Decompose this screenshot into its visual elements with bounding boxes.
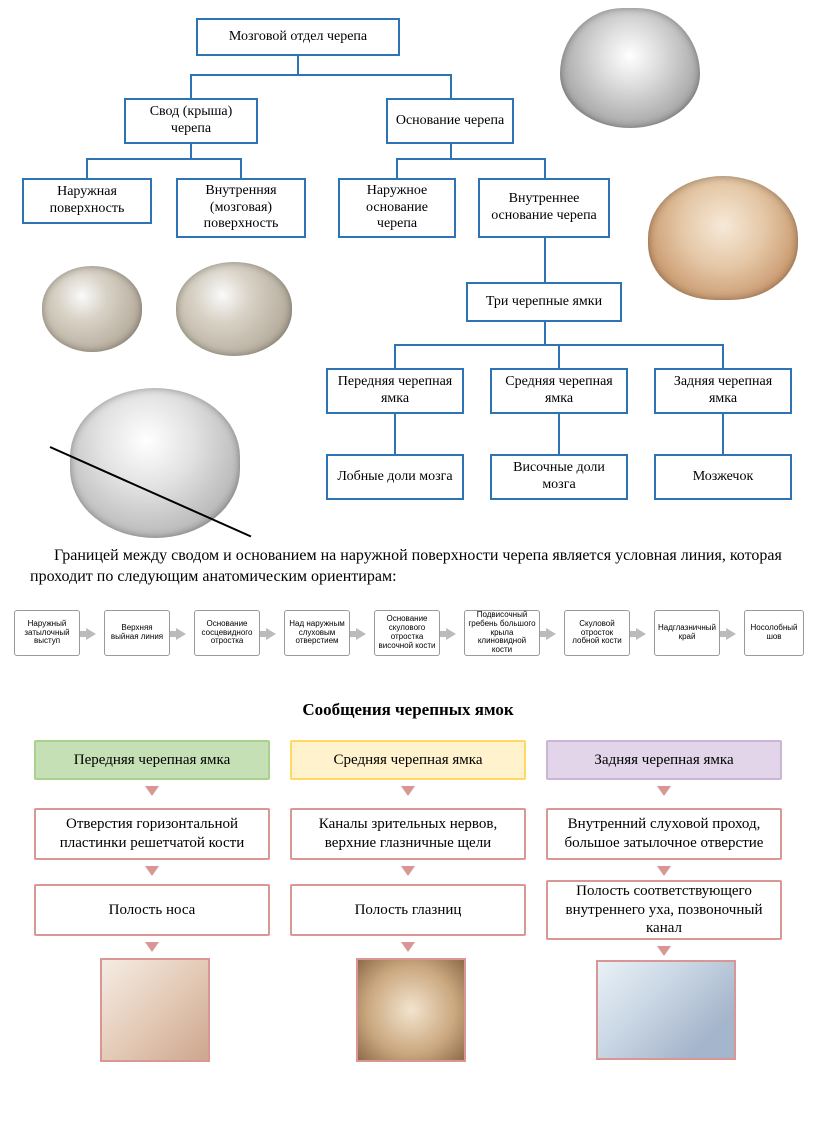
tree-node-l4a: Передняя черепная ямка (326, 368, 464, 414)
tree-node-root: Мозговой отдел черепа (196, 18, 400, 56)
arrow-icon (266, 628, 276, 640)
landmark-box: Наружный затылочный выступ (14, 610, 80, 656)
landmark-box: Носолобный шов (744, 610, 804, 656)
connector (190, 74, 452, 76)
landmark-box: Над наружным слуховым отверстием (284, 610, 350, 656)
arrow-icon (546, 628, 556, 640)
tree-node-l5c: Мозжечок (654, 454, 792, 500)
connector (544, 322, 546, 344)
connector (394, 414, 396, 454)
arrow-icon (176, 628, 186, 640)
skull-image (560, 8, 700, 128)
col1-row2: Полость носа (34, 884, 270, 936)
connector (544, 238, 546, 282)
col2-row1: Каналы зрительных нервов, верхние глазни… (290, 808, 526, 860)
connector (450, 74, 452, 98)
tree-node-l1a: Свод (крыша) черепа (124, 98, 258, 144)
connector (394, 344, 396, 368)
tree-node-l2d: Внутреннее основание черепа (478, 178, 610, 238)
connector (86, 158, 88, 178)
boundary-paragraph: Границей между сводом и основанием на на… (0, 546, 816, 588)
connector (396, 158, 546, 160)
down-arrow-icon (657, 866, 671, 876)
col1-image (100, 958, 210, 1062)
connector (240, 158, 242, 178)
arrow-icon (356, 628, 366, 640)
down-arrow-icon (657, 786, 671, 796)
arrow-icon (726, 628, 736, 640)
connector (297, 56, 299, 74)
tree-node-l4b: Средняя черепная ямка (490, 368, 628, 414)
tree-node-l4c: Задняя черепная ямка (654, 368, 792, 414)
skull-image (42, 266, 142, 352)
tree-node-l2b: Внутренняя (мозговая) поверхность (176, 178, 306, 238)
down-arrow-icon (401, 866, 415, 876)
connector (190, 144, 192, 158)
down-arrow-icon (657, 946, 671, 956)
connector (396, 158, 398, 178)
connector (722, 344, 724, 368)
down-arrow-icon (145, 942, 159, 952)
arrow-icon (446, 628, 456, 640)
skull-image (70, 388, 240, 538)
col2-image (356, 958, 466, 1062)
down-arrow-icon (401, 942, 415, 952)
connector (544, 158, 546, 178)
tree-node-l2c: Наружное основание черепа (338, 178, 456, 238)
landmark-box: Верхняя выйная линия (104, 610, 170, 656)
connector (190, 74, 192, 98)
down-arrow-icon (145, 866, 159, 876)
col3-header: Задняя черепная ямка (546, 740, 782, 780)
col2-row2: Полость глазниц (290, 884, 526, 936)
skull-image (176, 262, 292, 356)
down-arrow-icon (401, 786, 415, 796)
col1-row1: Отверстия горизонтальной пластинки решет… (34, 808, 270, 860)
connector (558, 414, 560, 454)
tree-node-l3: Три черепные ямки (466, 282, 622, 322)
connector (558, 344, 560, 368)
skull-image (648, 176, 798, 300)
tree-node-l5a: Лобные доли мозга (326, 454, 464, 500)
landmark-box: Надглазничный край (654, 610, 720, 656)
landmark-box: Основание скулового отростка височной ко… (374, 610, 440, 656)
down-arrow-icon (145, 786, 159, 796)
landmark-box: Основание сосцевидного отростка (194, 610, 260, 656)
col3-image (596, 960, 736, 1060)
landmark-box: Скуловой отросток лобной кости (564, 610, 630, 656)
col2-header: Средняя черепная ямка (290, 740, 526, 780)
connector (722, 414, 724, 454)
arrow-icon (636, 628, 646, 640)
col3-row1: Внутренний слуховой проход, большое заты… (546, 808, 782, 860)
connector (450, 144, 452, 158)
tree-node-l5b: Височные доли мозга (490, 454, 628, 500)
landmark-box: Подвисочный гребень большого крыла клино… (464, 610, 540, 656)
section-heading: Сообщения черепных ямок (0, 700, 816, 720)
col3-row2: Полость соответствующего внутреннего уха… (546, 880, 782, 940)
page: Мозговой отдел черепа Свод (крыша) череп… (0, 0, 816, 1135)
arrow-icon (86, 628, 96, 640)
tree-node-l2a: Наружная поверхность (22, 178, 152, 224)
tree-node-l1b: Основание черепа (386, 98, 514, 144)
col1-header: Передняя черепная ямка (34, 740, 270, 780)
connector (86, 158, 242, 160)
